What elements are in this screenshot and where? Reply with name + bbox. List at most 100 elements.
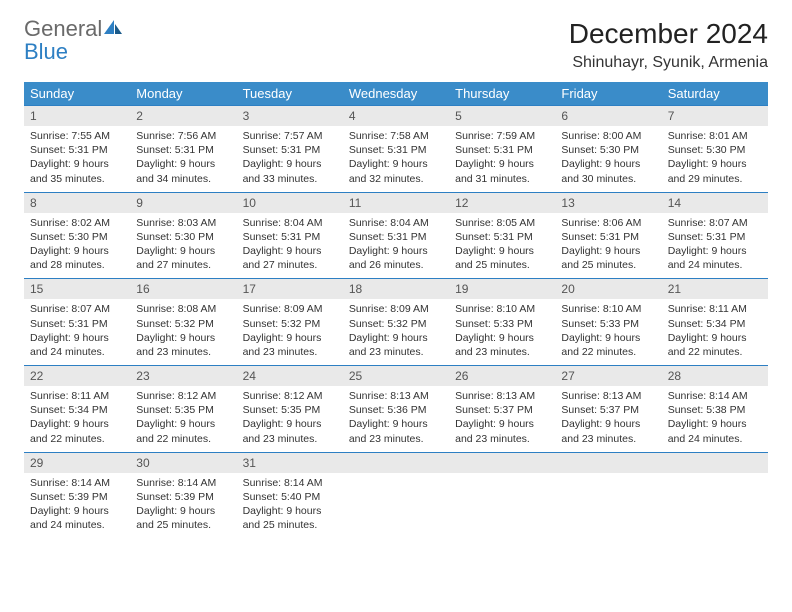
header: General Blue December 2024 Shinuhayr, Sy… bbox=[24, 18, 768, 72]
calendar-day-cell: 24Sunrise: 8:12 AMSunset: 5:35 PMDayligh… bbox=[237, 366, 343, 453]
day-header: Tuesday bbox=[237, 82, 343, 106]
day-number: 18 bbox=[343, 279, 449, 299]
day-data: Sunrise: 8:10 AMSunset: 5:33 PMDaylight:… bbox=[555, 299, 661, 365]
sunset-text: Sunset: 5:31 PM bbox=[136, 143, 230, 157]
sunrise-text: Sunrise: 8:09 AM bbox=[349, 302, 443, 316]
day-data: Sunrise: 8:09 AMSunset: 5:32 PMDaylight:… bbox=[343, 299, 449, 365]
day-number: 17 bbox=[237, 279, 343, 299]
day-number-empty bbox=[555, 453, 661, 473]
calendar-day-cell: 4Sunrise: 7:58 AMSunset: 5:31 PMDaylight… bbox=[343, 106, 449, 193]
sunset-text: Sunset: 5:36 PM bbox=[349, 403, 443, 417]
day-number-empty bbox=[343, 453, 449, 473]
daylight-text: Daylight: 9 hours and 24 minutes. bbox=[30, 331, 124, 359]
logo-text-general: General bbox=[24, 16, 102, 41]
daylight-text: Daylight: 9 hours and 22 minutes. bbox=[30, 417, 124, 445]
day-data: Sunrise: 8:01 AMSunset: 5:30 PMDaylight:… bbox=[662, 126, 768, 192]
day-number: 11 bbox=[343, 193, 449, 213]
sunset-text: Sunset: 5:32 PM bbox=[349, 317, 443, 331]
calendar-day-cell: 1Sunrise: 7:55 AMSunset: 5:31 PMDaylight… bbox=[24, 106, 130, 193]
daylight-text: Daylight: 9 hours and 24 minutes. bbox=[668, 244, 762, 272]
logo: General Blue bbox=[24, 18, 124, 64]
daylight-text: Daylight: 9 hours and 22 minutes. bbox=[561, 331, 655, 359]
daylight-text: Daylight: 9 hours and 27 minutes. bbox=[136, 244, 230, 272]
daylight-text: Daylight: 9 hours and 23 minutes. bbox=[243, 417, 337, 445]
sunset-text: Sunset: 5:32 PM bbox=[243, 317, 337, 331]
calendar-day-cell bbox=[449, 452, 555, 538]
calendar-day-cell: 16Sunrise: 8:08 AMSunset: 5:32 PMDayligh… bbox=[130, 279, 236, 366]
sunset-text: Sunset: 5:35 PM bbox=[136, 403, 230, 417]
day-number: 9 bbox=[130, 193, 236, 213]
day-number: 28 bbox=[662, 366, 768, 386]
daylight-text: Daylight: 9 hours and 23 minutes. bbox=[455, 331, 549, 359]
day-data: Sunrise: 8:13 AMSunset: 5:37 PMDaylight:… bbox=[449, 386, 555, 452]
day-data: Sunrise: 7:55 AMSunset: 5:31 PMDaylight:… bbox=[24, 126, 130, 192]
sunset-text: Sunset: 5:31 PM bbox=[30, 143, 124, 157]
day-number: 20 bbox=[555, 279, 661, 299]
day-number: 14 bbox=[662, 193, 768, 213]
sunset-text: Sunset: 5:33 PM bbox=[455, 317, 549, 331]
day-data: Sunrise: 8:14 AMSunset: 5:40 PMDaylight:… bbox=[237, 473, 343, 539]
calendar-day-cell: 8Sunrise: 8:02 AMSunset: 5:30 PMDaylight… bbox=[24, 192, 130, 279]
daylight-text: Daylight: 9 hours and 25 minutes. bbox=[136, 504, 230, 532]
sunrise-text: Sunrise: 8:10 AM bbox=[455, 302, 549, 316]
sunset-text: Sunset: 5:40 PM bbox=[243, 490, 337, 504]
day-data: Sunrise: 8:07 AMSunset: 5:31 PMDaylight:… bbox=[24, 299, 130, 365]
day-number: 23 bbox=[130, 366, 236, 386]
sunrise-text: Sunrise: 7:58 AM bbox=[349, 129, 443, 143]
sunset-text: Sunset: 5:30 PM bbox=[561, 143, 655, 157]
sunrise-text: Sunrise: 8:12 AM bbox=[243, 389, 337, 403]
day-number: 7 bbox=[662, 106, 768, 126]
calendar-day-cell: 26Sunrise: 8:13 AMSunset: 5:37 PMDayligh… bbox=[449, 366, 555, 453]
sail-icon bbox=[102, 18, 124, 41]
sunrise-text: Sunrise: 8:13 AM bbox=[561, 389, 655, 403]
day-header: Saturday bbox=[662, 82, 768, 106]
sunrise-text: Sunrise: 8:13 AM bbox=[455, 389, 549, 403]
calendar-day-cell: 25Sunrise: 8:13 AMSunset: 5:36 PMDayligh… bbox=[343, 366, 449, 453]
day-data-empty bbox=[449, 473, 555, 523]
day-data-empty bbox=[662, 473, 768, 523]
calendar-day-cell: 28Sunrise: 8:14 AMSunset: 5:38 PMDayligh… bbox=[662, 366, 768, 453]
day-data: Sunrise: 8:03 AMSunset: 5:30 PMDaylight:… bbox=[130, 213, 236, 279]
sunset-text: Sunset: 5:31 PM bbox=[243, 230, 337, 244]
day-data: Sunrise: 7:57 AMSunset: 5:31 PMDaylight:… bbox=[237, 126, 343, 192]
sunrise-text: Sunrise: 8:09 AM bbox=[243, 302, 337, 316]
day-header-row: Sunday Monday Tuesday Wednesday Thursday… bbox=[24, 82, 768, 106]
sunrise-text: Sunrise: 8:14 AM bbox=[668, 389, 762, 403]
calendar-day-cell bbox=[343, 452, 449, 538]
day-data: Sunrise: 8:02 AMSunset: 5:30 PMDaylight:… bbox=[24, 213, 130, 279]
daylight-text: Daylight: 9 hours and 23 minutes. bbox=[349, 417, 443, 445]
sunset-text: Sunset: 5:39 PM bbox=[136, 490, 230, 504]
day-number: 15 bbox=[24, 279, 130, 299]
sunrise-text: Sunrise: 8:11 AM bbox=[30, 389, 124, 403]
day-number: 13 bbox=[555, 193, 661, 213]
day-number: 3 bbox=[237, 106, 343, 126]
daylight-text: Daylight: 9 hours and 31 minutes. bbox=[455, 157, 549, 185]
sunset-text: Sunset: 5:32 PM bbox=[136, 317, 230, 331]
day-number: 2 bbox=[130, 106, 236, 126]
day-data: Sunrise: 8:11 AMSunset: 5:34 PMDaylight:… bbox=[662, 299, 768, 365]
day-number: 4 bbox=[343, 106, 449, 126]
calendar-day-cell: 31Sunrise: 8:14 AMSunset: 5:40 PMDayligh… bbox=[237, 452, 343, 538]
sunrise-text: Sunrise: 8:14 AM bbox=[30, 476, 124, 490]
page-title: December 2024 bbox=[569, 18, 768, 50]
calendar-day-cell: 9Sunrise: 8:03 AMSunset: 5:30 PMDaylight… bbox=[130, 192, 236, 279]
day-data: Sunrise: 8:10 AMSunset: 5:33 PMDaylight:… bbox=[449, 299, 555, 365]
calendar-day-cell: 3Sunrise: 7:57 AMSunset: 5:31 PMDaylight… bbox=[237, 106, 343, 193]
day-data: Sunrise: 8:12 AMSunset: 5:35 PMDaylight:… bbox=[130, 386, 236, 452]
day-number: 24 bbox=[237, 366, 343, 386]
calendar-day-cell: 30Sunrise: 8:14 AMSunset: 5:39 PMDayligh… bbox=[130, 452, 236, 538]
day-data: Sunrise: 8:11 AMSunset: 5:34 PMDaylight:… bbox=[24, 386, 130, 452]
calendar-week-row: 1Sunrise: 7:55 AMSunset: 5:31 PMDaylight… bbox=[24, 106, 768, 193]
day-header: Friday bbox=[555, 82, 661, 106]
day-header: Monday bbox=[130, 82, 236, 106]
calendar-day-cell: 7Sunrise: 8:01 AMSunset: 5:30 PMDaylight… bbox=[662, 106, 768, 193]
day-header: Thursday bbox=[449, 82, 555, 106]
calendar-week-row: 15Sunrise: 8:07 AMSunset: 5:31 PMDayligh… bbox=[24, 279, 768, 366]
day-number: 26 bbox=[449, 366, 555, 386]
day-data: Sunrise: 8:14 AMSunset: 5:39 PMDaylight:… bbox=[130, 473, 236, 539]
calendar-day-cell: 22Sunrise: 8:11 AMSunset: 5:34 PMDayligh… bbox=[24, 366, 130, 453]
calendar-day-cell: 18Sunrise: 8:09 AMSunset: 5:32 PMDayligh… bbox=[343, 279, 449, 366]
sunrise-text: Sunrise: 7:55 AM bbox=[30, 129, 124, 143]
day-data: Sunrise: 8:07 AMSunset: 5:31 PMDaylight:… bbox=[662, 213, 768, 279]
sunset-text: Sunset: 5:31 PM bbox=[455, 230, 549, 244]
